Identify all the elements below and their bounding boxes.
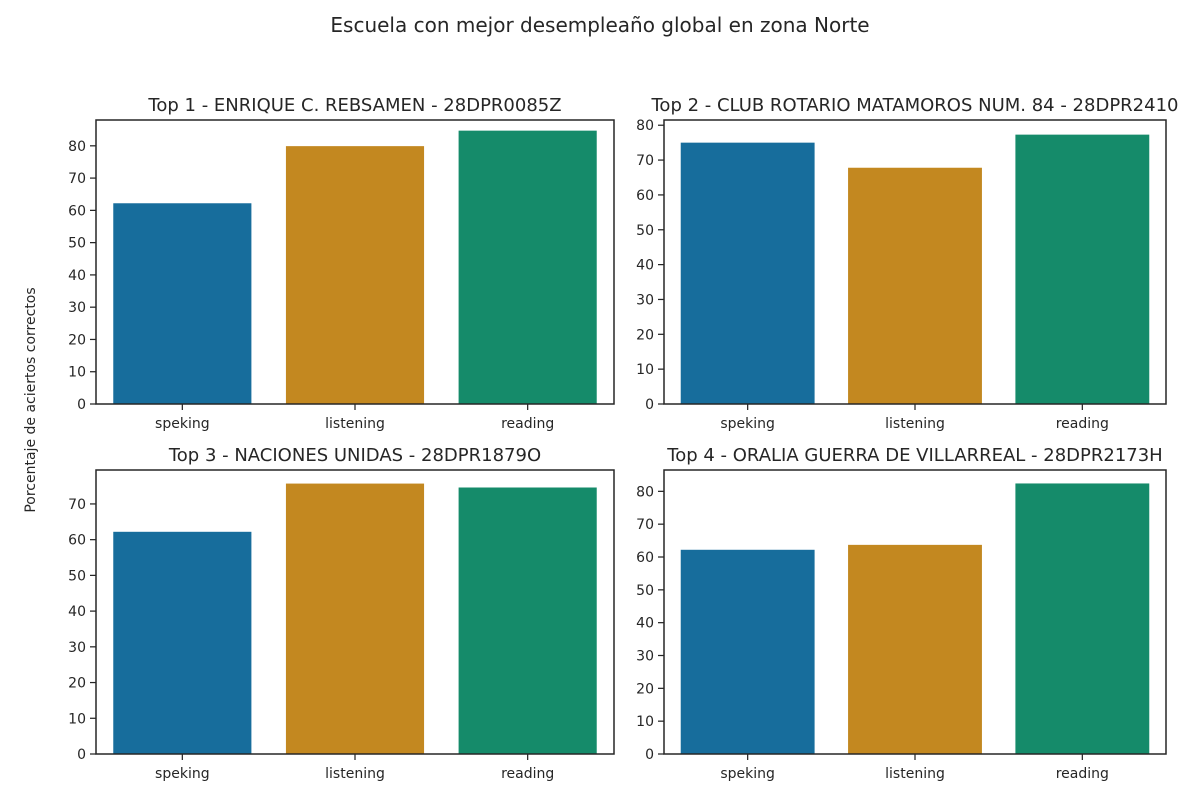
y-tick-label: 20 (68, 332, 86, 348)
y-tick-label: 20 (636, 327, 654, 343)
x-tick-label: speking (155, 766, 210, 782)
bar-listening (848, 544, 982, 754)
x-tick-label: speking (720, 766, 775, 782)
subplot-title: Top 3 - NACIONES UNIDAS - 28DPR1879O (168, 445, 541, 466)
y-tick-label: 40 (68, 268, 86, 284)
y-tick-label: 0 (77, 397, 86, 413)
y-tick-label: 10 (636, 714, 654, 730)
y-tick-label: 50 (68, 236, 86, 252)
x-tick-label: speking (720, 416, 775, 432)
figure-suptitle: Escuela con mejor desempleaño global en … (330, 13, 869, 37)
y-tick-label: 10 (68, 365, 86, 381)
x-tick-label: reading (501, 766, 554, 782)
y-tick-label: 10 (636, 362, 654, 378)
x-tick-label: listening (885, 766, 945, 782)
y-tick-label: 80 (636, 484, 654, 500)
y-tick-label: 40 (636, 616, 654, 632)
y-tick-label: 30 (636, 649, 654, 665)
y-tick-label: 0 (645, 397, 654, 413)
y-tick-label: 60 (636, 188, 654, 204)
x-tick-label: reading (1056, 766, 1109, 782)
y-tick-label: 50 (636, 223, 654, 239)
axes-frame (663, 469, 1167, 755)
bar-speking (680, 142, 815, 404)
bar-listening (848, 167, 982, 404)
subplot-1: Top 1 - ENRIQUE C. REBSAMEN - 28DPR0085Z… (68, 95, 615, 432)
y-tick-label: 20 (68, 676, 86, 692)
y-tick-label: 60 (636, 550, 654, 566)
axes-frame (95, 469, 615, 755)
subplot-title: Top 1 - ENRIQUE C. REBSAMEN - 28DPR0085Z (147, 95, 561, 116)
y-tick-label: 10 (68, 711, 86, 727)
subplot-2: Top 2 - CLUB ROTARIO MATAMOROS NUM. 84 -… (636, 95, 1178, 432)
bar-speking (680, 549, 815, 754)
y-tick-label: 70 (636, 517, 654, 533)
axes-frame (663, 119, 1167, 405)
x-tick-label: listening (325, 766, 385, 782)
subplots: Top 1 - ENRIQUE C. REBSAMEN - 28DPR0085Z… (68, 95, 1178, 782)
y-tick-label: 80 (636, 118, 654, 134)
x-tick-label: listening (885, 416, 945, 432)
subplot-title: Top 4 - ORALIA GUERRA DE VILLARREAL - 28… (666, 445, 1162, 466)
x-tick-label: listening (325, 416, 385, 432)
subplot-3: Top 3 - NACIONES UNIDAS - 28DPR1879O 0 10 2… (68, 445, 615, 782)
y-tick-label: 60 (68, 533, 86, 549)
bar-listening (285, 146, 425, 404)
bar-reading (1015, 483, 1150, 754)
y-tick-label: 40 (636, 258, 654, 274)
bar-speking (113, 203, 252, 404)
y-tick-label: 0 (645, 747, 654, 763)
y-tick-label: 40 (68, 604, 86, 620)
bar-reading (1015, 134, 1150, 404)
y-tick-label: 70 (636, 153, 654, 169)
y-tick-label: 50 (636, 583, 654, 599)
x-tick-label: reading (501, 416, 554, 432)
y-tick-label: 20 (636, 681, 654, 697)
y-tick-label: 70 (68, 171, 86, 187)
y-tick-label: 60 (68, 203, 86, 219)
y-tick-label: 70 (68, 497, 86, 513)
bar-reading (458, 487, 597, 754)
y-tick-label: 30 (68, 300, 86, 316)
y-tick-label: 50 (68, 568, 86, 584)
axes-frame (95, 119, 615, 405)
figure-ylabel: Porcentaje de aciertos correctos (23, 287, 39, 512)
bar-reading (458, 130, 597, 404)
y-tick-label: 30 (636, 292, 654, 308)
bar-speking (113, 531, 252, 754)
y-tick-label: 80 (68, 139, 86, 155)
x-tick-label: speking (155, 416, 210, 432)
y-tick-label: 30 (68, 640, 86, 656)
x-tick-label: reading (1056, 416, 1109, 432)
subplot-title: Top 2 - CLUB ROTARIO MATAMOROS NUM. 84 -… (651, 95, 1179, 116)
bar-listening (285, 483, 425, 754)
subplot-4: Top 4 - ORALIA GUERRA DE VILLARREAL - 28… (636, 445, 1167, 782)
y-tick-label: 0 (77, 747, 86, 763)
